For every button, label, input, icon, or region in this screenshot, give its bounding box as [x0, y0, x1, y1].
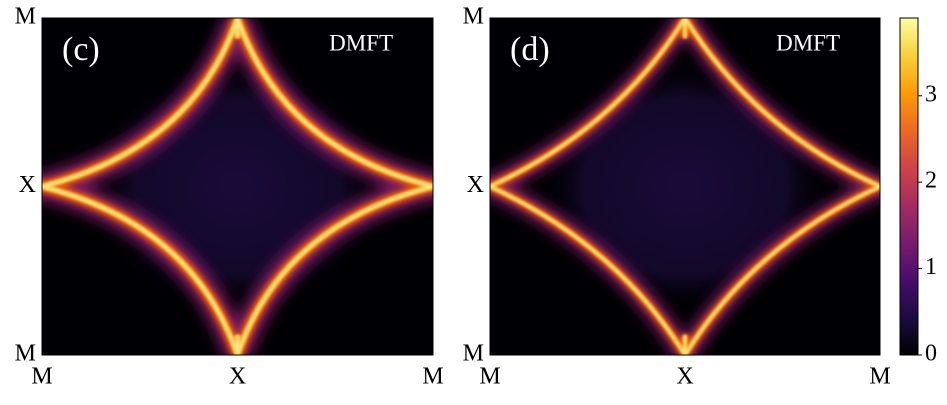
plot-frame — [489, 17, 881, 356]
colorbar-tick-label: 3 — [925, 81, 937, 107]
plot-frame — [41, 17, 434, 356]
heatmap-core — [90, 60, 385, 313]
panel-label: (c) — [62, 31, 100, 68]
y-tick-label: M — [463, 341, 484, 367]
x-tick-label: M — [479, 364, 500, 390]
x-tick-label: M — [31, 364, 52, 390]
y-tick-label: M — [15, 341, 36, 367]
heatmap — [490, 18, 880, 355]
x-tick-label: M — [422, 364, 443, 390]
y-tick-label: M — [15, 4, 36, 30]
x-tick-label: X — [676, 364, 693, 390]
colorbar-tick-label: 2 — [925, 168, 937, 194]
y-tick-label: M — [463, 4, 484, 30]
x-tick-label: M — [869, 364, 890, 390]
annotation: DMFT — [329, 30, 393, 55]
panel-label: (d) — [510, 31, 550, 68]
colorbar-tick-label: 1 — [925, 254, 937, 280]
x-tick-label: X — [229, 364, 246, 390]
annotation: DMFT — [776, 30, 840, 55]
heatmap-core — [538, 60, 832, 313]
y-tick-label: X — [19, 172, 36, 198]
spectral-peak-hot — [42, 18, 433, 355]
spectral-peak-hot — [490, 18, 880, 355]
y-tick-label: X — [467, 172, 484, 198]
colorbar-tick-label: 0 — [925, 341, 937, 367]
heatmap — [42, 18, 433, 355]
colorbar — [899, 17, 919, 356]
